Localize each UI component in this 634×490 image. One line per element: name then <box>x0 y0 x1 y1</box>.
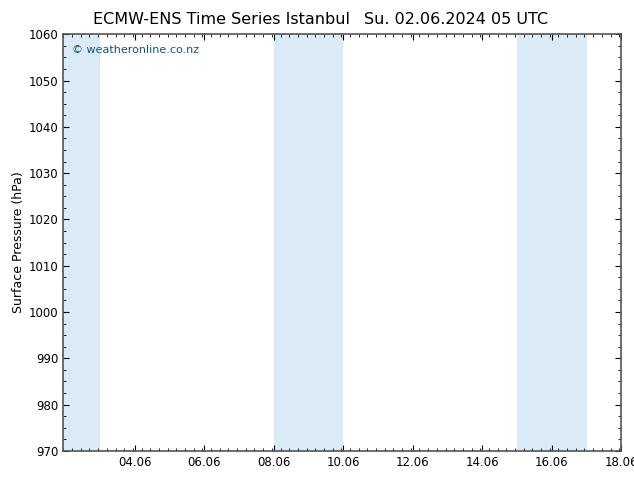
Bar <box>274 34 309 451</box>
Bar <box>552 34 586 451</box>
Y-axis label: Surface Pressure (hPa): Surface Pressure (hPa) <box>11 172 25 314</box>
Bar <box>63 34 100 451</box>
Text: Su. 02.06.2024 05 UTC: Su. 02.06.2024 05 UTC <box>365 12 548 27</box>
Bar <box>309 34 344 451</box>
Bar <box>517 34 552 451</box>
Text: ECMW-ENS Time Series Istanbul: ECMW-ENS Time Series Istanbul <box>93 12 351 27</box>
Text: © weatheronline.co.nz: © weatheronline.co.nz <box>72 45 199 55</box>
